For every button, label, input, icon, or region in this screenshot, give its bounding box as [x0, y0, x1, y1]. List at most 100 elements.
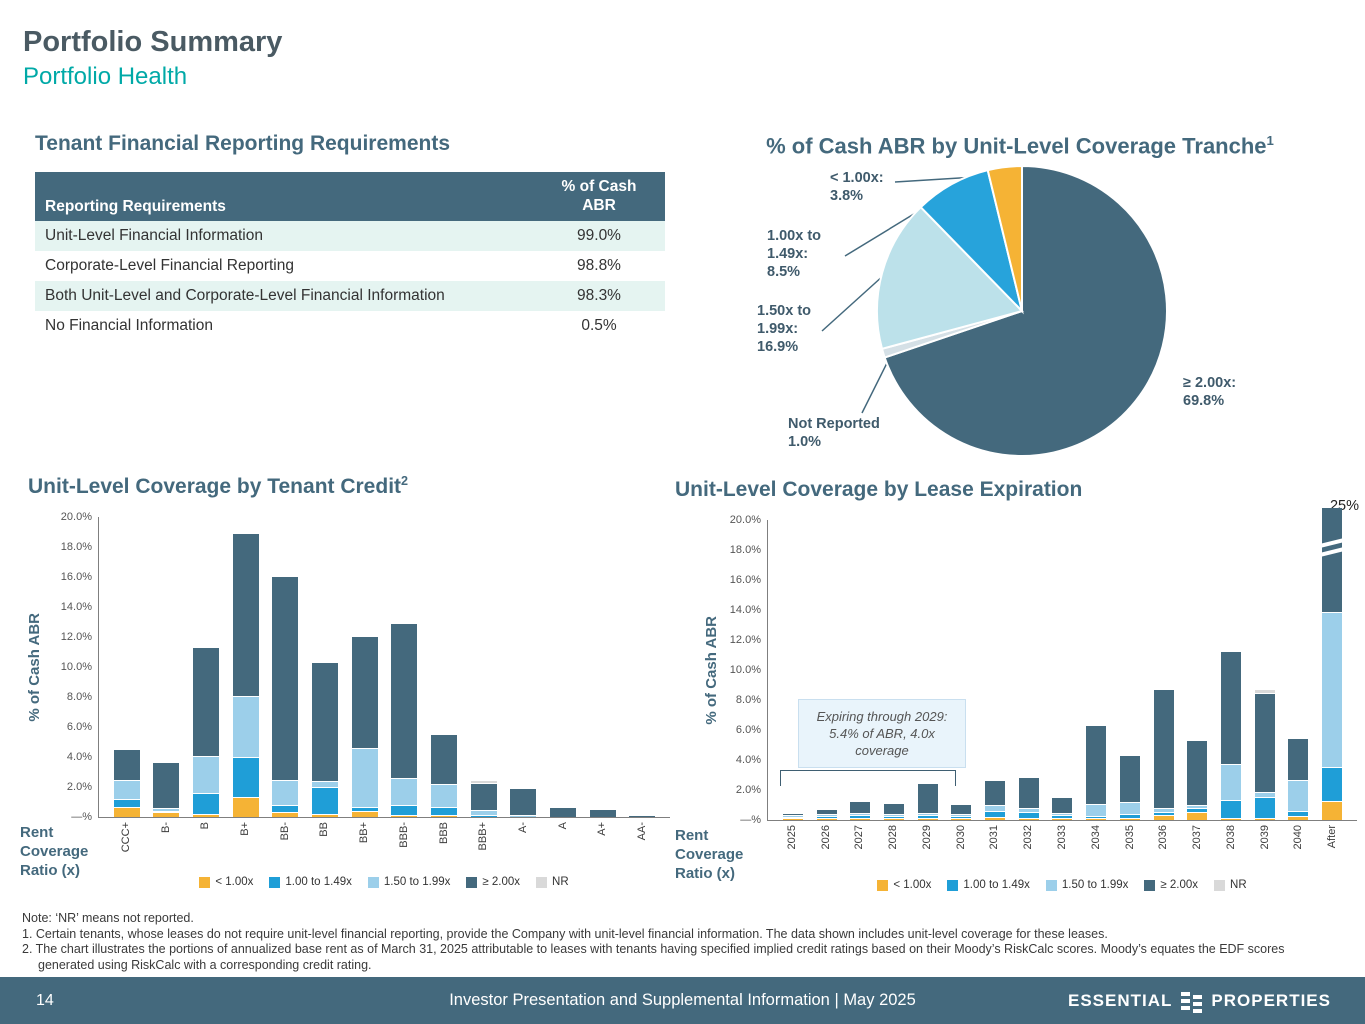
- bar-stack: [629, 815, 656, 817]
- bar-segment: [1153, 813, 1174, 817]
- bar-segment: [312, 788, 339, 815]
- legend-swatch: [947, 879, 959, 891]
- bar-slot: [945, 805, 979, 820]
- coverage-by-lease-expiration-chart: Unit-Level Coverage by Lease Expiration …: [675, 478, 1359, 891]
- x-axis-label-text: 2036: [1157, 825, 1170, 850]
- bar-segment: [1153, 809, 1174, 813]
- bar-segment: [430, 807, 457, 816]
- bar-stack: [312, 662, 339, 817]
- bar-stack: [951, 805, 972, 820]
- bar-stack: [782, 814, 803, 820]
- legend-item: 1.00 to 1.49x: [269, 876, 352, 888]
- table-row: No Financial Information 0.5%: [35, 311, 665, 341]
- y-tick-label: 10.0%: [60, 661, 92, 673]
- legend-label: 1.00 to 1.49x: [963, 879, 1030, 891]
- chart-body: % of Cash ABR Expiring through 2029: 5.4…: [675, 498, 1359, 891]
- bar-segment: [1187, 812, 1208, 820]
- legend-label: 1.50 to 1.99x: [383, 876, 451, 888]
- x-axis-label: 2037: [1180, 821, 1214, 873]
- x-axis-label: BBB+: [463, 818, 503, 870]
- bar-segment: [312, 814, 339, 817]
- y-tick-label: 12.0%: [60, 631, 92, 643]
- bar-slot: [305, 662, 345, 817]
- axis-break-icon: [1315, 536, 1350, 559]
- bar-segment: [351, 637, 378, 749]
- x-axis-label: After: [1315, 821, 1349, 873]
- bar-segment: [1322, 768, 1343, 802]
- pie-slice: [883, 165, 1168, 458]
- footnote: 2. The chart illustrates the portions of…: [22, 942, 1285, 972]
- bar-segment: [153, 811, 180, 814]
- bar-segment: [1288, 811, 1309, 817]
- x-axis-label: CCC+: [106, 818, 146, 870]
- bar-segment: [1086, 816, 1107, 820]
- x-axis-label-text: 2027: [853, 825, 866, 850]
- bar-segment: [1187, 806, 1208, 809]
- legend-swatch: [1144, 879, 1156, 891]
- pie-callout-not-reported: Not Reported 1.0%: [788, 416, 880, 451]
- bar-segment: [1288, 780, 1309, 812]
- y-tick-label: 20.0%: [729, 514, 761, 526]
- bar-segment: [510, 816, 537, 817]
- bar-segment: [470, 810, 497, 817]
- pie-callout-ge200: ≥ 2.00x: 69.8%: [1183, 375, 1237, 410]
- x-axis-label: 2039: [1248, 821, 1282, 873]
- bar-segment: [510, 789, 537, 817]
- bar-segment: [1052, 797, 1073, 814]
- y-tick-label: 4.0%: [735, 754, 761, 766]
- bar-segment: [850, 802, 871, 814]
- chart-body: % of Cash ABR 2.0% 4.0% 6.0% 8.0% 10.0% 12.0%…: [20, 511, 670, 888]
- bar-segment: [272, 812, 299, 817]
- bar-segment: [883, 816, 904, 820]
- x-axis-label-text: 2034: [1089, 825, 1102, 850]
- bar-segment: [351, 811, 378, 817]
- legend-label: < 1.00x: [215, 876, 254, 888]
- y-tick-label: 8.0%: [735, 694, 761, 706]
- legend-swatch: [269, 876, 281, 888]
- brand-name-right: PROPERTIES: [1211, 990, 1331, 1010]
- y-axis-title: % of Cash ABR: [26, 517, 43, 817]
- x-axis-label-text: BB+: [358, 822, 371, 844]
- bar-slot: [1282, 739, 1316, 820]
- bar-slot: [345, 637, 385, 817]
- bar-segment: [951, 815, 972, 817]
- bar-segment: [351, 749, 378, 808]
- bar-segment: [1052, 816, 1073, 820]
- legend-item: ≥ 2.00x: [1144, 879, 1198, 891]
- y-tick-label: 18.0%: [60, 541, 92, 553]
- x-axis-label-text: A: [556, 822, 569, 830]
- table-row: Corporate-Level Financial Reporting 98.8%: [35, 251, 665, 281]
- table-cell-value: 0.5%: [581, 316, 617, 334]
- plot-area: Expiring through 2029: 5.4% of ABR, 4.0x…: [730, 498, 1359, 826]
- x-axis-label: BB+: [344, 818, 384, 870]
- bar-segment: [1187, 740, 1208, 806]
- y-tick-label: 20.0%: [60, 511, 92, 523]
- bar-segment: [917, 819, 938, 820]
- x-axis-label-text: 2032: [1022, 825, 1035, 850]
- bar-slot: [1079, 725, 1113, 820]
- bar-slot: [1214, 652, 1248, 820]
- table-row: Both Unit-Level and Corporate-Level Fina…: [35, 280, 665, 311]
- bar-segment: [1254, 818, 1275, 820]
- legend-item: 1.00 to 1.49x: [947, 879, 1030, 891]
- bar-segment: [1018, 813, 1039, 820]
- footer-caption: Investor Presentation and Supplemental I…: [449, 991, 916, 1009]
- bar-slot: [1046, 797, 1080, 820]
- legend-item: < 1.00x: [199, 876, 253, 888]
- y-tick-label: 16.0%: [60, 571, 92, 583]
- table-cell-label: Both Unit-Level and Corporate-Level Fina…: [45, 286, 445, 304]
- table-header-row: Reporting Requirements % of Cash ABR: [35, 172, 665, 221]
- x-axis-label-text: 2029: [920, 825, 933, 850]
- table-title: Tenant Financial Reporting Requirements: [35, 132, 450, 155]
- bar-segment: [816, 815, 837, 817]
- bar-slot: [810, 809, 844, 820]
- footer-bar: 14 Investor Presentation and Supplementa…: [0, 977, 1365, 1024]
- coverage-tranche-pie-section: % of Cash ABR by Unit-Level Coverage Tra…: [690, 133, 1350, 503]
- plot-area: 2.0% 4.0% 6.0% 8.0% 10.0% 12.0% 14.0% 16.0% 18.0…: [61, 511, 670, 823]
- y-tick-label: 2.0%: [66, 781, 92, 793]
- legend-item: ≥ 2.00x: [466, 876, 520, 888]
- bar-segment: [312, 662, 339, 782]
- y-axis-title: % of Cash ABR: [703, 520, 720, 820]
- bar-segment: [1254, 798, 1275, 819]
- page-title: Portfolio Summary: [23, 26, 283, 58]
